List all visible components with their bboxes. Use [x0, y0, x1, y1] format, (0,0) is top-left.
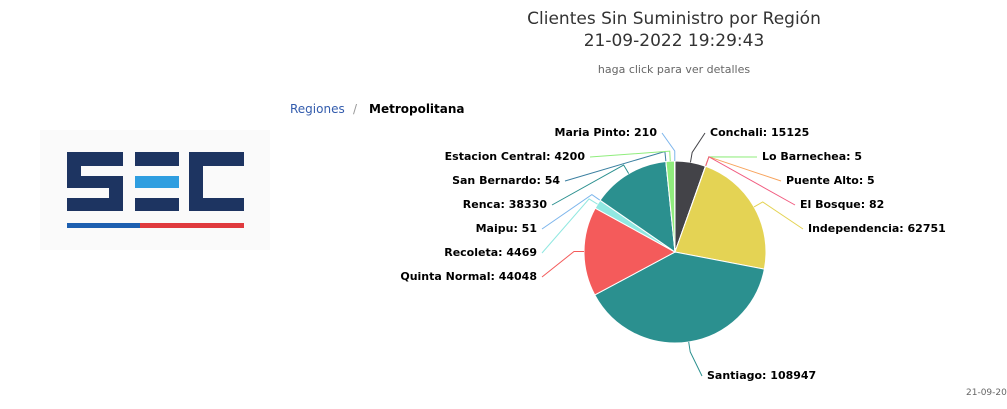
- data-label: Quinta Normal: 44048: [400, 270, 537, 283]
- connector: [541, 198, 598, 254]
- data-label: Lo Barnechea: 5: [762, 150, 862, 163]
- data-label: Conchali: 15125: [710, 126, 809, 139]
- breadcrumb-current: Metropolitana: [369, 102, 465, 116]
- data-label: El Bosque: 82: [800, 198, 884, 211]
- connector: [753, 201, 804, 230]
- connector: [541, 250, 585, 278]
- data-label: Maria Pinto: 210: [555, 126, 658, 139]
- chart-title: Clientes Sin Suministro por Región: [527, 9, 821, 29]
- connector: [688, 341, 703, 377]
- pie-slice[interactable]: [674, 165, 767, 270]
- data-label: Recoleta: 4469: [444, 246, 537, 259]
- data-label: San Bernardo: 54: [452, 174, 560, 187]
- connector: [661, 132, 676, 162]
- connector: [589, 150, 671, 162]
- data-label: Estacion Central: 4200: [445, 150, 586, 163]
- chart-subtitle: haga click para ver detalles: [598, 63, 750, 76]
- breadcrumb-link[interactable]: Regiones: [290, 102, 345, 116]
- connector: [689, 132, 706, 163]
- data-label: Renca: 38330: [463, 198, 548, 211]
- connector: [541, 194, 601, 230]
- data-label: Puente Alto: 5: [786, 174, 875, 187]
- data-label: Santiago: 108947: [707, 369, 816, 382]
- connector: [551, 164, 630, 206]
- pie-slice[interactable]: [594, 251, 765, 344]
- chart-title: 21-09-2022 19:29:43: [584, 31, 765, 51]
- breadcrumb-separator: /: [353, 102, 358, 116]
- data-label: Independencia: 62751: [808, 222, 946, 235]
- footer-date: 21-09-20: [966, 388, 1007, 398]
- data-label: Maipu: 51: [476, 222, 537, 235]
- logo: [40, 130, 270, 250]
- connector: [705, 156, 796, 206]
